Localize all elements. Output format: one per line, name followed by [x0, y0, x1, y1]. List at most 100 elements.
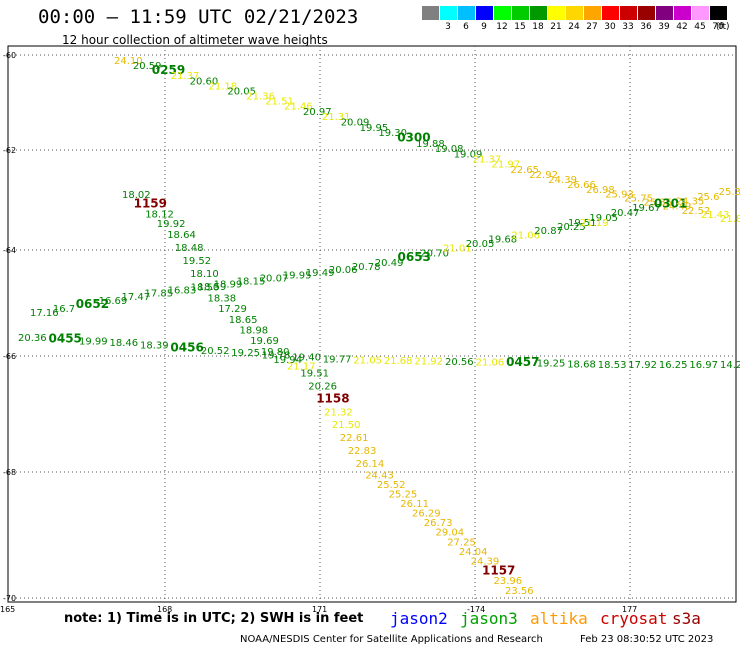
wave-height-label: 19.94 [273, 355, 302, 366]
pass-time-label: 1158 [316, 391, 349, 405]
pass-time-label: 0259 [152, 63, 185, 77]
wave-height-label: 18.64 [167, 230, 196, 241]
wave-height-label: 18.65 [229, 315, 258, 326]
footer-note: note: 1) Time is in UTC; 2) SWH is in fe… [64, 611, 364, 626]
wave-height-label: 24.39 [548, 175, 577, 186]
wave-height-label: 19.78 [262, 350, 291, 361]
wave-height-label: 18.12 [145, 209, 174, 220]
legend-swatch [512, 6, 529, 20]
wave-height-label: 19.09 [454, 149, 483, 160]
lat-label: -68 [3, 468, 16, 477]
lon-label: 177 [622, 605, 637, 614]
pass-time-label: 0653 [398, 250, 431, 264]
wave-height-label: 20.36 [18, 333, 47, 344]
wave-height-label: 25.35 [644, 198, 673, 209]
map-title: 00:00 – 11:59 UTC 02/21/2023 [38, 6, 359, 28]
satellite-jason2: jason2 [390, 609, 448, 628]
wave-height-label: 21.06 [511, 230, 540, 241]
wave-height-label: 21.32 [324, 407, 353, 418]
wave-height-label: 20.05 [466, 239, 495, 250]
pass-time-label: 0456 [170, 340, 203, 354]
legend-label: 70 [712, 22, 724, 32]
wave-height-label: 21.50 [332, 420, 361, 431]
wave-height-label: 20.47 [611, 208, 640, 219]
wave-height-label: 21.36 [246, 92, 275, 103]
pass-time-label: 0455 [49, 332, 82, 346]
wave-height-label: 18.53 [598, 360, 627, 371]
wave-height-label: 16.97 [689, 360, 718, 371]
wave-height-label: 25.25 [389, 489, 418, 500]
wave-height-label: 20.05 [227, 87, 256, 98]
wave-height-label: 20.25 [557, 222, 586, 233]
wave-height-label: 20.59 [133, 61, 162, 72]
wave-height-label: 18.48 [175, 243, 204, 254]
legend-swatch [584, 6, 601, 20]
wave-height-label: 20.60 [190, 76, 219, 87]
legend-swatch [476, 6, 493, 20]
credit-line: NOAA/NESDIS Center for Satellite Applica… [240, 634, 543, 645]
legend-label: 18 [532, 22, 544, 32]
pass-time-label: 0652 [76, 297, 109, 311]
satellite-altika: altika [530, 609, 588, 628]
wave-height-label: 18.39 [140, 341, 169, 352]
wave-height-label: 19.95 [360, 123, 389, 134]
legend-swatch [674, 6, 691, 20]
wave-height-label: 19.68 [489, 235, 518, 246]
wave-height-label: 18.46 [110, 338, 139, 349]
pass-time-label: 1159 [134, 197, 167, 211]
legend-label: 30 [604, 22, 616, 32]
wave-height-label: 25.3 [719, 187, 740, 198]
legend-swatch [566, 6, 583, 20]
wave-height-label: 18.99 [214, 280, 243, 291]
wave-height-label: 19.88 [416, 139, 445, 150]
wave-height-label: 29.04 [436, 528, 465, 539]
wave-height-label: 24.04 [459, 547, 488, 558]
legend-swatch [620, 6, 637, 20]
wave-height-label: 20.26 [308, 382, 337, 393]
wave-height-label: 18.98 [240, 326, 269, 337]
wave-height-label: 21.05 [353, 355, 382, 366]
legend-label: 3 [445, 22, 451, 32]
wave-height-label: 19.05 [589, 213, 618, 224]
wave-height-label: 23.56 [505, 586, 534, 597]
wave-height-label: 21.8 [720, 214, 740, 225]
wave-height-label: 19.80 [261, 347, 290, 358]
wave-height-label: 19.92 [157, 219, 186, 230]
wave-height-label: 14.21 [720, 360, 740, 371]
wave-height-label: 25.52 [377, 480, 406, 491]
lat-label: -70 [3, 594, 16, 603]
wave-height-label: 21.06 [476, 358, 505, 369]
wave-height-label: 24.49 [663, 202, 692, 213]
wave-height-label: 19.40 [292, 352, 321, 363]
wave-height-label: 16.69 [99, 296, 128, 307]
wave-height-label: 17.85 [145, 289, 174, 300]
legend-swatch [422, 6, 439, 20]
legend-label: 27 [586, 22, 598, 32]
wave-height-label: 26.98 [586, 185, 615, 196]
wave-height-label: 21.01 [443, 244, 472, 255]
legend-swatch [458, 6, 475, 20]
wave-height-label: 18.50 [191, 283, 220, 294]
wave-height-label: 26.11 [400, 499, 429, 510]
wave-height-label: 21.19 [580, 218, 609, 229]
map-frame [7, 45, 737, 603]
wave-height-label: 19.51 [300, 369, 329, 380]
pass-time-label: 1157 [482, 563, 515, 577]
legend-label: 36 [640, 22, 652, 32]
legend-swatch [710, 6, 727, 20]
wave-height-label: 20.97 [303, 107, 332, 118]
pass-time-label: 0301 [654, 196, 687, 210]
wave-height-label: 26.29 [412, 509, 441, 520]
wave-height-label: 21.51 [265, 97, 294, 108]
legend-label: 39 [658, 22, 670, 32]
wave-height-label: 24.10 [114, 56, 143, 67]
lat-label: -64 [3, 246, 16, 255]
wave-height-label: 20.70 [420, 248, 449, 259]
wave-height-label: 21.46 [284, 102, 313, 113]
wave-height-label: 19.52 [183, 256, 212, 267]
wave-height-label: 17.47 [122, 292, 151, 303]
wave-height-label: 16.25 [659, 360, 688, 371]
wave-height-label: 21.37 [473, 155, 502, 166]
legend-label: 9 [481, 22, 487, 32]
